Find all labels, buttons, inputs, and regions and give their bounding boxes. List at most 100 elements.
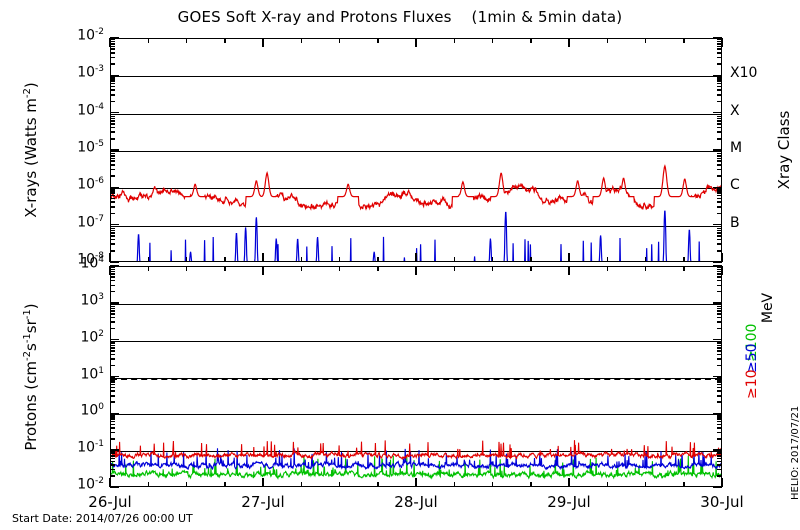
y-minor-tick [110,115,115,118]
x-minor-tick [147,257,149,262]
y-minor-tick-right [717,468,722,471]
y-minor-tick-right [717,316,722,319]
y-major-tick-right [713,486,722,488]
y-minor-tick-right [717,431,722,434]
x-major-tick [109,266,111,275]
y-minor-tick-right [717,197,722,200]
y-minor-tick-right [717,235,722,237]
x-major-tick [568,266,570,275]
y-minor-tick-right [717,120,722,122]
y-major-tick [110,261,119,263]
y-tick-label--8: 10-8 [77,251,104,268]
y-minor-tick [110,235,115,237]
y-minor-tick-right [717,113,722,116]
y-tick-label--4: 10-4 [77,101,104,119]
y-minor-tick-right [717,155,722,157]
x-minor-tick [644,482,647,487]
y-minor-tick-right [717,115,722,118]
y-minor-tick-right [717,321,722,323]
y-minor-tick [110,52,115,54]
y-minor-tick-right [717,452,722,455]
y-tick-label--7: 10-7 [77,213,104,231]
y-minor-tick-right [717,268,722,271]
y-minor-tick-right [717,390,722,392]
y-minor-tick-right [717,76,722,78]
x-minor-tick [491,482,494,487]
y-minor-tick-right [717,126,722,129]
y-minor-tick [110,305,115,308]
xray-class-label-X10: X10 [730,65,758,82]
y-minor-tick [110,344,115,347]
y-minor-tick [110,194,115,197]
gridline [111,414,721,416]
xray-plot-panel [110,38,722,262]
y-major-tick [110,375,119,378]
y-minor-tick-right [717,451,722,453]
y-minor-tick-right [717,310,722,312]
y-minor-tick-right [717,273,722,275]
gridline [111,76,721,78]
y-minor-tick-right [717,85,722,88]
y-minor-tick-right [717,164,722,166]
x-minor-tick [606,257,608,262]
y-minor-tick [110,45,115,48]
y-minor-tick-right [717,188,722,190]
y-minor-tick-right [717,94,722,96]
y-minor-tick-right [717,160,722,162]
y-major-tick-right [713,412,722,415]
x-tick-label-29-Jul: 29-Jul [547,493,591,511]
y-minor-tick [110,63,115,65]
y-minor-tick [110,123,115,125]
y-minor-tick-right [717,460,722,462]
y-minor-tick [110,197,115,200]
y-minor-tick-right [717,347,722,349]
y-minor-tick [110,401,115,403]
y-minor-tick [110,395,115,397]
y-minor-tick-right [717,78,722,80]
x-major-tick [415,253,417,262]
y-minor-tick-right [717,56,722,59]
y-major-tick-right [713,37,722,39]
y-tick-label-3: 103 [80,291,104,309]
y-major-tick [110,338,119,341]
x-minor-tick [453,257,455,262]
x-minor-tick [530,257,532,262]
y-minor-tick [110,284,115,286]
data-trace [111,455,721,480]
y-minor-tick [110,229,115,232]
y-minor-tick-right [717,279,722,282]
y-tick-label--5: 10-5 [77,139,104,156]
y-minor-tick [110,76,115,78]
y-minor-tick [110,164,115,166]
y-minor-tick-right [717,420,722,423]
y-minor-tick [110,268,115,271]
y-minor-tick [110,113,115,116]
y-minor-tick-right [717,305,722,308]
xray-class-label-B: B [730,214,740,231]
y-minor-tick-right [717,212,722,215]
y-minor-tick-right [717,232,722,234]
y-minor-tick-right [717,206,722,208]
y-minor-tick-right [717,123,722,125]
x-tick-label-27-Jul: 27-Jul [241,493,285,511]
y-minor-tick-right [717,229,722,232]
y-tick-label-4: 104 [80,255,104,272]
x-minor-tick [530,482,532,487]
y-minor-tick [110,138,115,140]
x-minor-tick [338,482,341,487]
y-major-tick [110,265,119,267]
y-minor-tick [110,431,115,434]
x-minor-tick [147,482,149,487]
y-minor-tick-right [717,423,722,426]
y-minor-tick-right [717,192,722,194]
y-minor-tick-right [717,38,722,41]
y-minor-tick [110,150,115,153]
proton-event-threshold-line [111,377,721,380]
y-minor-tick-right [717,227,722,230]
y-minor-tick [110,100,115,103]
y-minor-tick [110,192,115,194]
y-minor-tick [110,82,115,85]
y-minor-tick [110,468,115,471]
y-minor-tick-right [717,201,722,203]
y-major-tick [110,149,119,151]
